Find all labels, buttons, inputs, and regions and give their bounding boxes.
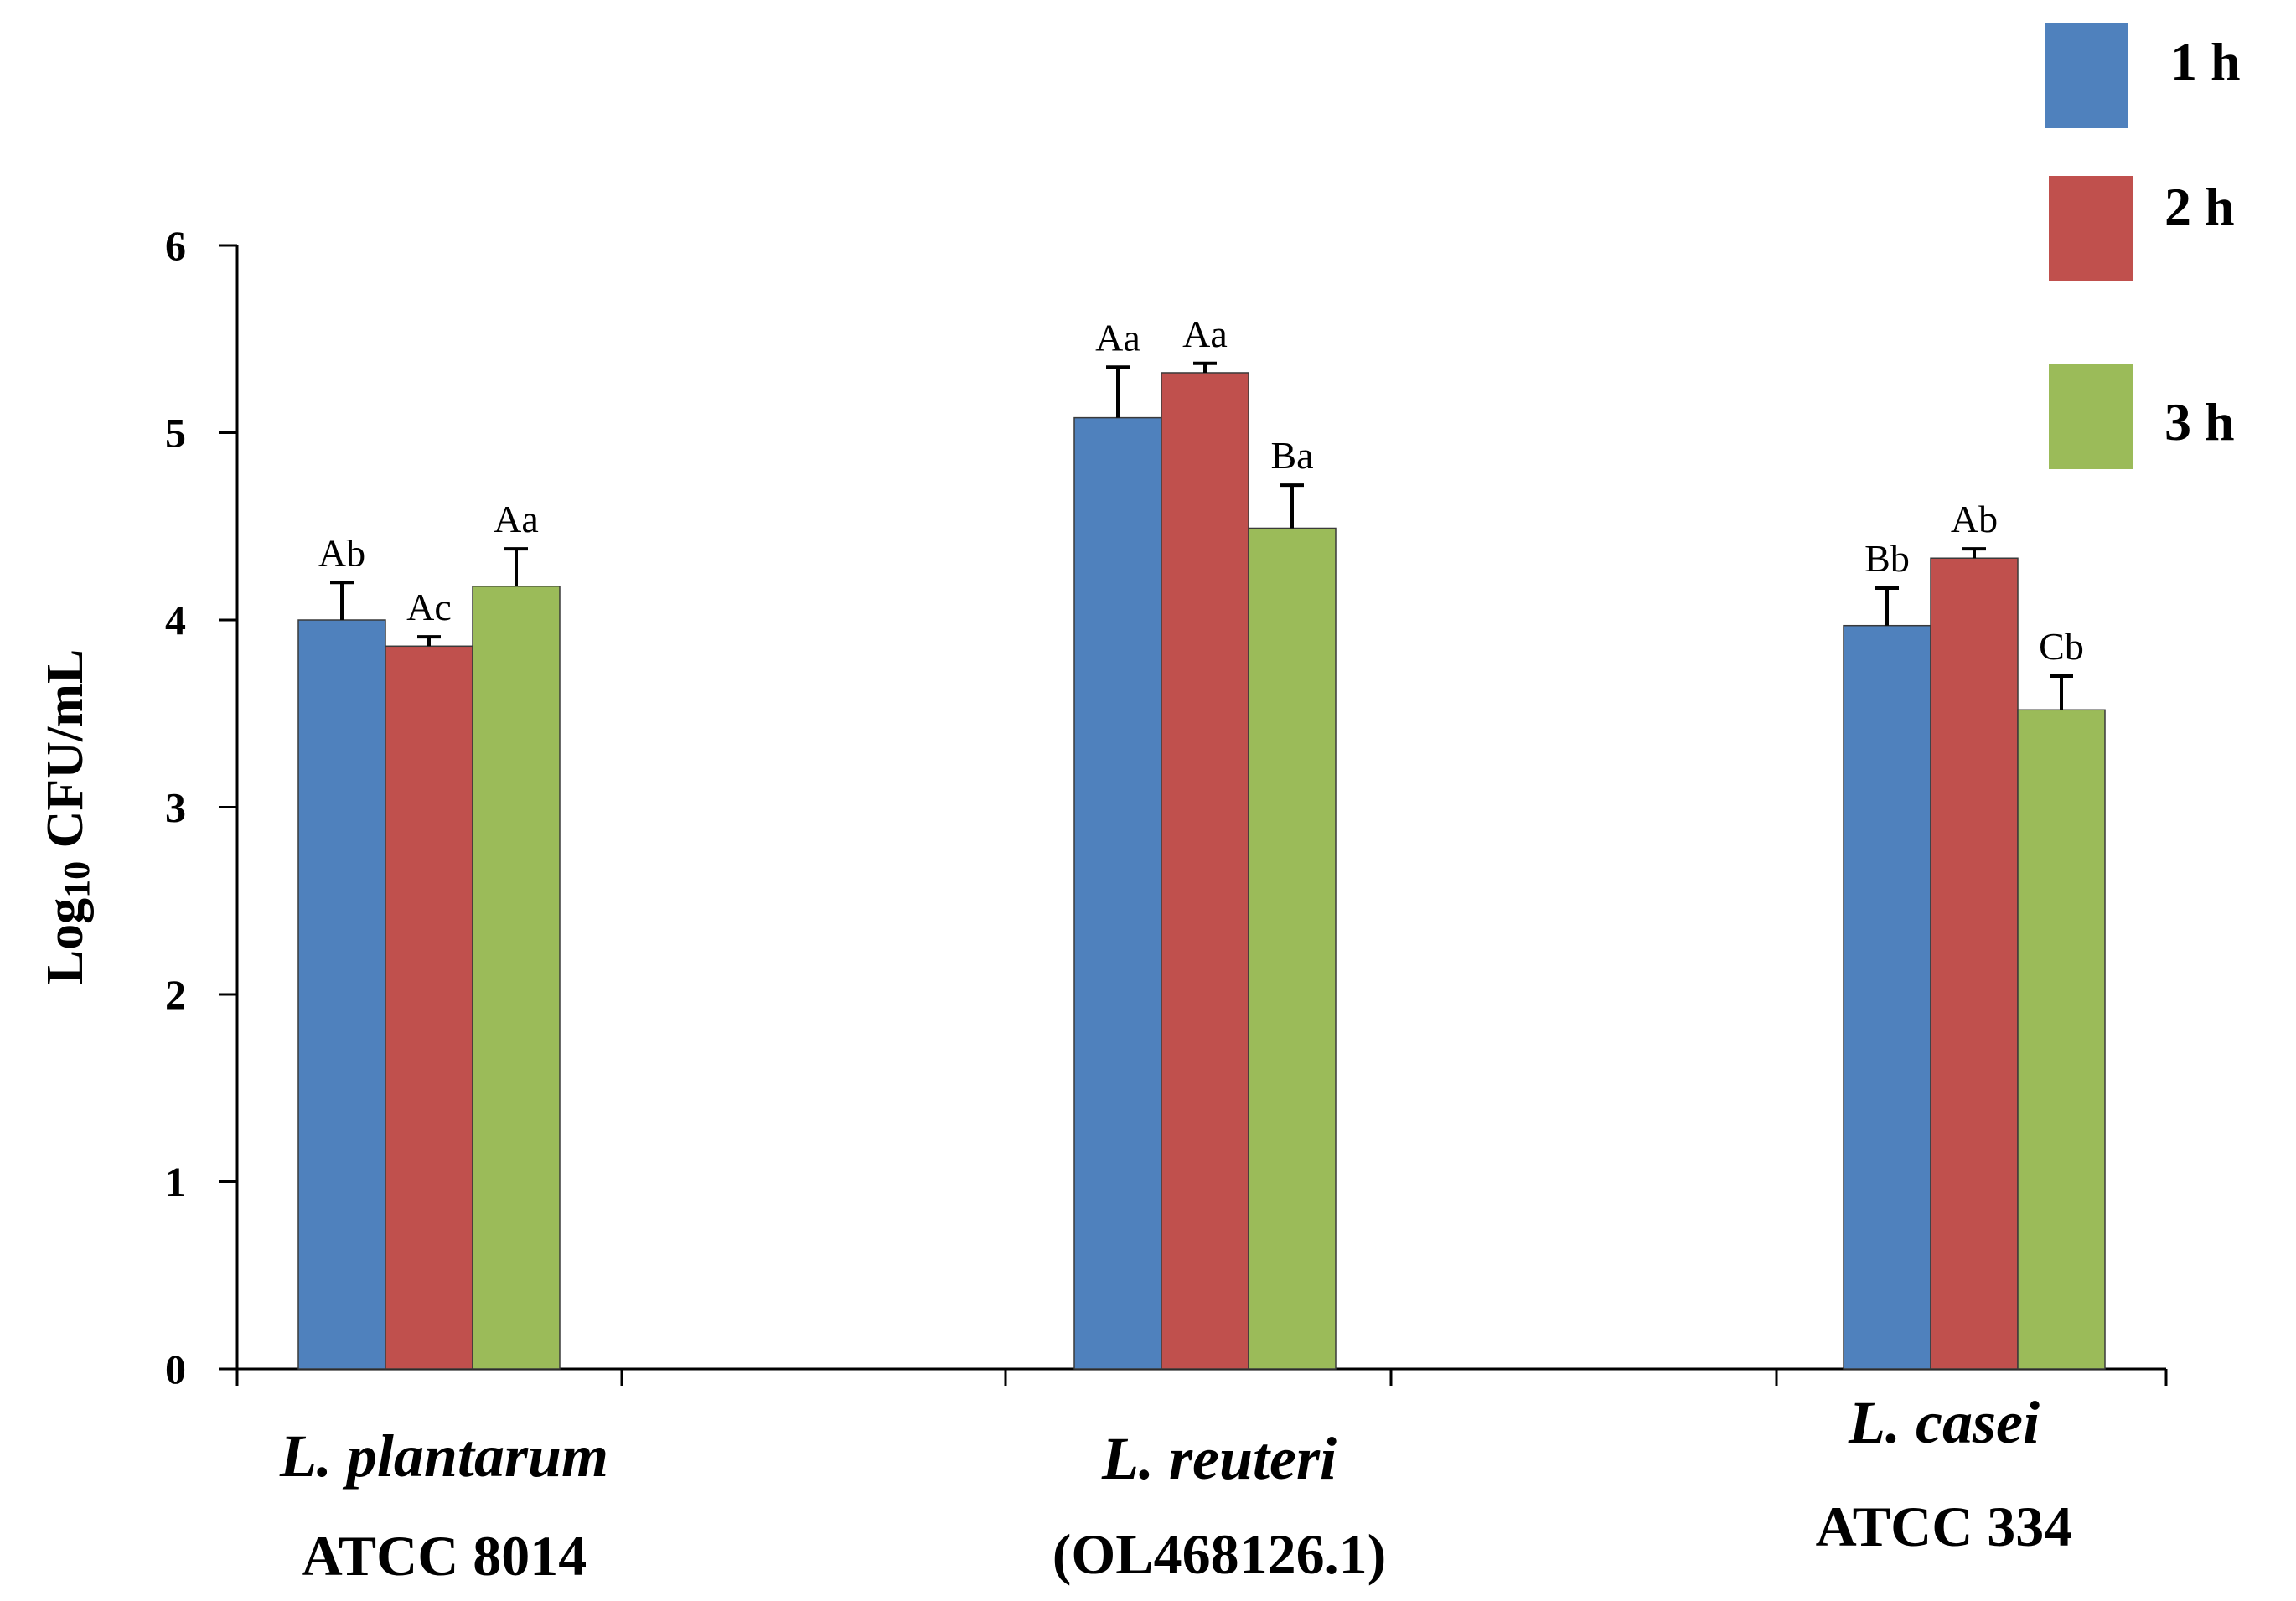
category-name: L. reuteri — [1101, 1425, 1337, 1492]
y-tick-label: 3 — [165, 784, 186, 831]
y-tick-label: 6 — [165, 222, 186, 269]
category-sub: (OL468126.1) — [1052, 1522, 1387, 1586]
bar — [1930, 557, 2019, 1370]
category-sub: ATCC 334 — [1816, 1495, 2073, 1558]
legend-swatch — [2045, 23, 2128, 128]
legend-swatch — [2049, 364, 2133, 469]
legend-label: 2 h — [2164, 177, 2235, 236]
bar-data-label: Ba — [1270, 434, 1313, 477]
category-sub: ATCC 8014 — [302, 1524, 587, 1588]
y-tick-label: 4 — [165, 597, 186, 643]
bar-data-label: Aa — [1095, 316, 1140, 359]
bar-data-label: Aa — [494, 498, 539, 540]
y-tick-label: 0 — [165, 1345, 186, 1392]
bar — [1161, 372, 1249, 1370]
legend-label: 3 h — [2164, 392, 2235, 452]
y-tick-label: 2 — [165, 971, 186, 1018]
y-tick-label: 5 — [165, 410, 186, 457]
bar-data-label: Cb — [2039, 625, 2084, 668]
legend-swatch — [2049, 176, 2133, 281]
bar — [385, 645, 473, 1370]
y-tick-label: 1 — [165, 1159, 186, 1206]
bar — [1248, 527, 1337, 1370]
legend-label: 1 h — [2170, 32, 2241, 91]
category-name: L. casei — [1848, 1389, 2040, 1456]
y-axis-label: Log10 CFU/mL — [37, 649, 97, 985]
bar-data-label: Ac — [406, 586, 452, 628]
category-name: L. plantarum — [279, 1423, 608, 1490]
bar-data-label: Ab — [1951, 498, 1998, 540]
bar-data-label: Bb — [1864, 537, 1910, 580]
bar-data-label: Aa — [1182, 312, 1228, 355]
bar — [472, 586, 561, 1370]
bar — [2017, 709, 2106, 1370]
bar — [297, 619, 386, 1370]
bar-data-label: Ab — [318, 531, 365, 574]
bar — [1843, 624, 1931, 1370]
bar — [1073, 416, 1162, 1370]
